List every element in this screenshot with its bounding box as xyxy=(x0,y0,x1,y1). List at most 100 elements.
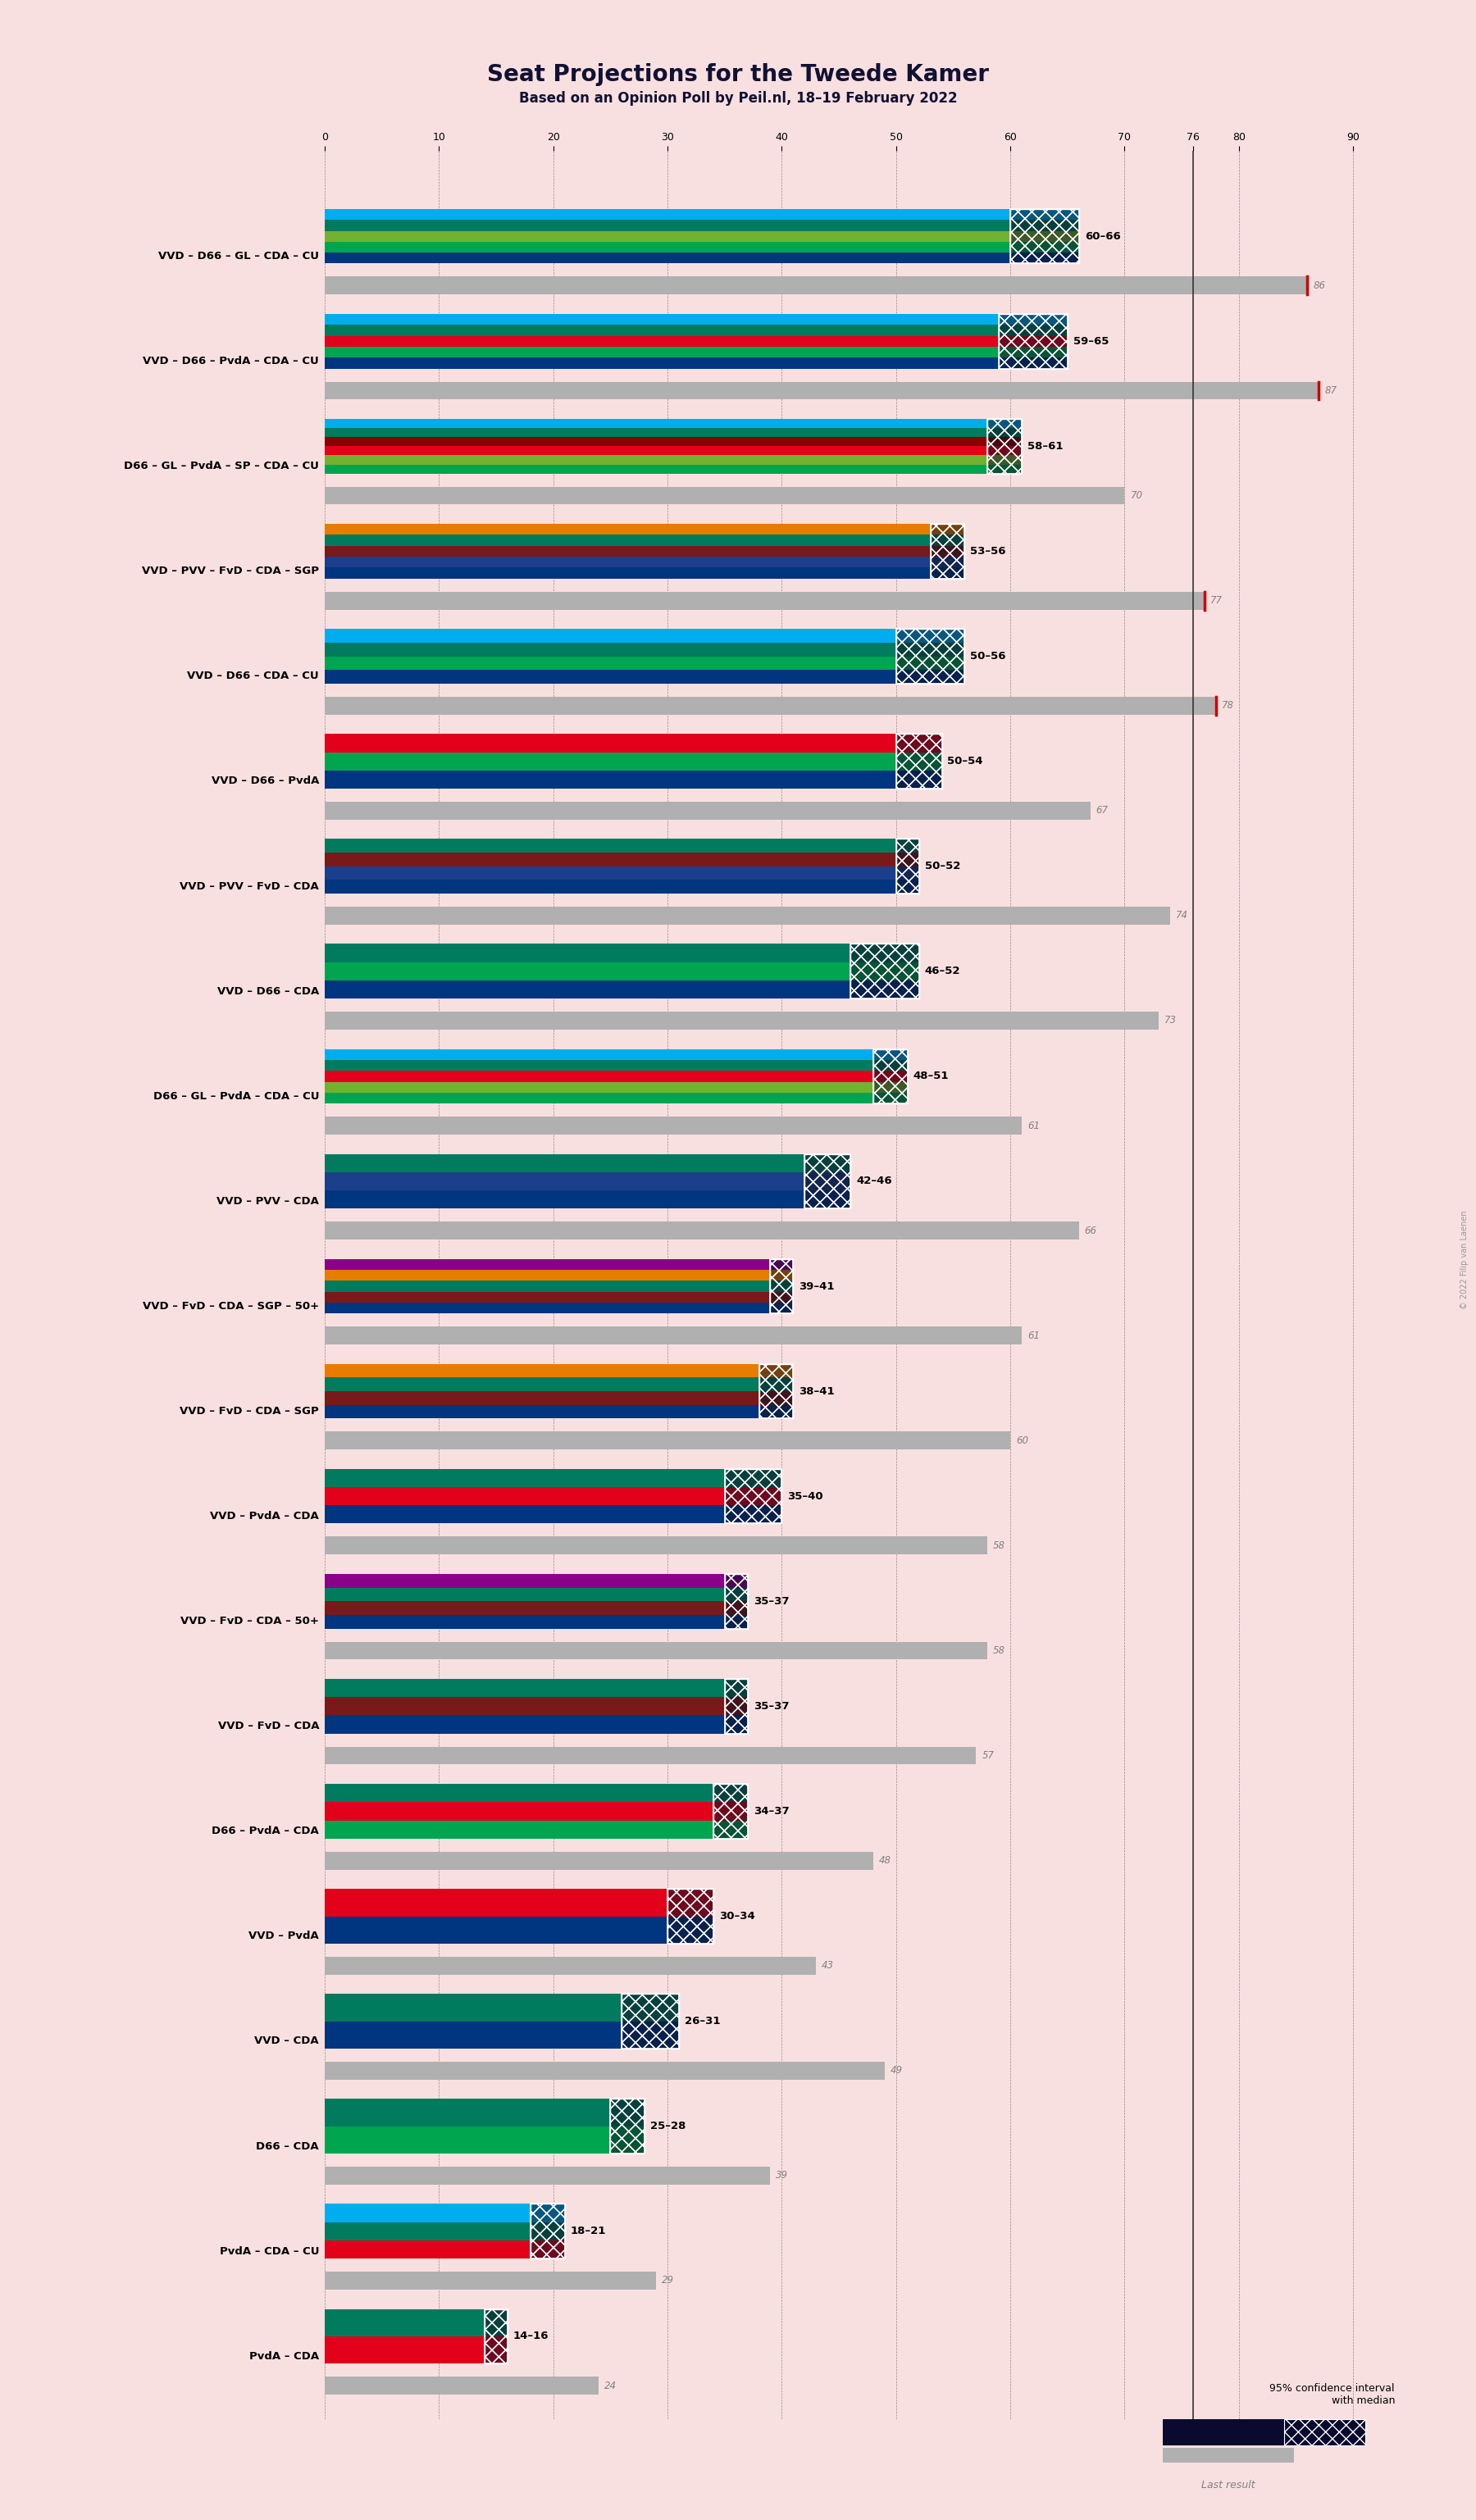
Bar xyxy=(325,1819,747,1840)
Bar xyxy=(325,696,1216,716)
Text: 74: 74 xyxy=(1176,910,1188,920)
Bar xyxy=(325,1189,850,1210)
Text: 35–37: 35–37 xyxy=(753,1701,788,1711)
Bar xyxy=(325,1404,793,1419)
Bar xyxy=(325,524,965,534)
Text: 43: 43 xyxy=(822,1961,834,1971)
Bar xyxy=(896,630,965,683)
Text: Seat Projections for the Tweede Kamer: Seat Projections for the Tweede Kamer xyxy=(487,63,989,86)
Bar xyxy=(325,456,1021,464)
Bar xyxy=(725,1469,782,1525)
Bar xyxy=(325,852,920,867)
Bar xyxy=(930,524,965,580)
Bar xyxy=(725,1575,747,1628)
Bar xyxy=(621,1993,679,2049)
Text: 30–34: 30–34 xyxy=(719,1910,754,1923)
Bar xyxy=(325,1094,908,1104)
Text: 39: 39 xyxy=(776,2170,788,2180)
Text: 58: 58 xyxy=(993,1646,1005,1656)
Bar xyxy=(325,2308,508,2336)
Bar xyxy=(325,547,965,557)
Bar xyxy=(325,2061,884,2079)
Bar xyxy=(325,1154,850,1172)
Bar xyxy=(325,2376,599,2394)
Bar xyxy=(1163,2419,1284,2444)
Bar xyxy=(611,2099,645,2155)
Bar xyxy=(725,1678,747,1734)
Text: 87: 87 xyxy=(1324,386,1337,396)
Bar xyxy=(987,418,1021,474)
Bar xyxy=(713,1784,747,1840)
Text: VVD – PVV – FvD – CDA: VVD – PVV – FvD – CDA xyxy=(180,882,319,892)
Text: 53–56: 53–56 xyxy=(970,547,1007,557)
Text: Last result: Last result xyxy=(1201,2480,1255,2490)
Bar xyxy=(325,670,965,683)
Bar xyxy=(1011,209,1079,265)
Bar xyxy=(325,1469,782,1487)
Text: 67: 67 xyxy=(1097,806,1108,816)
Bar xyxy=(325,963,920,980)
Bar xyxy=(325,879,920,895)
Bar xyxy=(325,1588,747,1600)
Bar xyxy=(530,2205,565,2258)
Text: 38–41: 38–41 xyxy=(799,1386,835,1396)
Bar xyxy=(325,1890,713,1915)
Bar xyxy=(325,945,920,963)
Bar xyxy=(874,1048,908,1104)
Bar xyxy=(325,1956,816,1976)
Bar xyxy=(325,242,1079,252)
Text: © 2022 Filip van Laenen: © 2022 Filip van Laenen xyxy=(1460,1210,1469,1310)
Bar xyxy=(325,252,1079,265)
Text: 61: 61 xyxy=(1027,1121,1039,1131)
Bar xyxy=(325,464,1021,474)
Text: 58: 58 xyxy=(993,1540,1005,1550)
Text: 29: 29 xyxy=(661,2276,675,2286)
Text: 48–51: 48–51 xyxy=(914,1071,949,1081)
Bar xyxy=(325,315,1067,325)
Bar xyxy=(325,1431,1011,1449)
Text: 14–16: 14–16 xyxy=(514,2331,549,2341)
Bar xyxy=(325,348,1067,358)
Bar xyxy=(770,1260,793,1313)
Bar xyxy=(325,1061,908,1071)
Text: 61: 61 xyxy=(1027,1331,1039,1341)
Bar xyxy=(325,1746,976,1764)
Bar xyxy=(725,1678,747,1734)
Bar xyxy=(530,2205,565,2258)
Bar xyxy=(484,2308,508,2364)
Bar xyxy=(325,1615,747,1628)
Bar xyxy=(325,630,965,643)
Text: 77: 77 xyxy=(1210,595,1222,605)
Text: 86: 86 xyxy=(1314,280,1325,290)
Text: 34–37: 34–37 xyxy=(753,1807,790,1817)
Bar xyxy=(325,446,1021,456)
Bar xyxy=(850,945,920,998)
Bar xyxy=(325,418,1021,428)
Bar xyxy=(725,1575,747,1628)
Bar xyxy=(930,524,965,580)
Text: PvdA – CDA – CU: PvdA – CDA – CU xyxy=(220,2245,319,2255)
Bar xyxy=(484,2308,508,2364)
Bar xyxy=(611,2099,645,2155)
Bar xyxy=(325,325,1067,335)
Bar xyxy=(621,1993,679,2049)
Bar xyxy=(325,1993,679,2021)
Text: 78: 78 xyxy=(1222,701,1234,711)
Text: 60–66: 60–66 xyxy=(1085,232,1120,242)
Bar xyxy=(325,1326,1021,1346)
Bar xyxy=(325,1303,793,1313)
Bar xyxy=(325,2167,770,2185)
Text: D66 – CDA: D66 – CDA xyxy=(257,2142,319,2152)
Bar xyxy=(987,418,1021,474)
Bar xyxy=(896,630,965,683)
Bar xyxy=(325,1378,793,1391)
Text: VVD – CDA: VVD – CDA xyxy=(254,2036,319,2046)
Bar xyxy=(325,436,1021,446)
Bar xyxy=(896,839,920,895)
Bar xyxy=(325,907,1170,925)
Bar xyxy=(325,1172,850,1189)
Text: VVD – PvdA: VVD – PvdA xyxy=(248,1930,319,1940)
Bar xyxy=(1011,209,1079,265)
Bar xyxy=(725,1469,782,1525)
Bar xyxy=(325,1504,782,1525)
